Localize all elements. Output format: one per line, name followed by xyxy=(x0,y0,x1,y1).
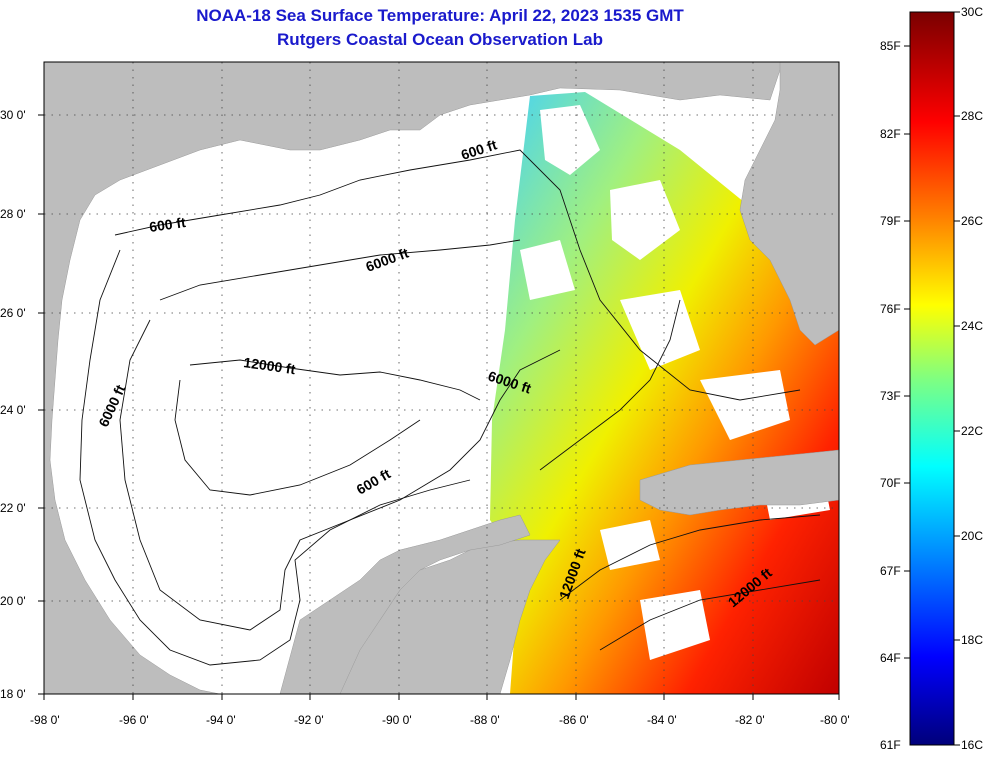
lat-label: 28 0' xyxy=(0,207,26,221)
lon-label: -98 0' xyxy=(30,713,60,727)
lon-label: -96 0' xyxy=(119,713,149,727)
map-title: NOAA-18 Sea Surface Temperature: April 2… xyxy=(196,6,684,25)
cb-c-label: 24C xyxy=(961,319,983,333)
lon-label: -82 0' xyxy=(735,713,765,727)
graticule xyxy=(44,62,839,694)
lon-label: -84 0' xyxy=(647,713,677,727)
land xyxy=(44,62,839,694)
cloud-cover xyxy=(520,105,830,660)
lon-label: -86 0' xyxy=(559,713,589,727)
colorbar xyxy=(909,11,955,746)
cb-c-label: 28C xyxy=(961,109,983,123)
cb-c-label: 20C xyxy=(961,529,983,543)
cb-c-label: 30C xyxy=(961,5,983,19)
lon-label: -90 0' xyxy=(382,713,412,727)
lon-label: -80 0' xyxy=(820,713,850,727)
lat-label: 26 0' xyxy=(0,306,26,320)
cb-f-label: 73F xyxy=(880,389,901,403)
lat-label: 22 0' xyxy=(0,501,26,515)
lat-label: 18 0' xyxy=(0,687,26,701)
cb-f-label: 79F xyxy=(880,214,901,228)
lat-label: 20 0' xyxy=(0,594,26,608)
lat-label: 30 0' xyxy=(0,108,26,122)
cb-f-label: 61F xyxy=(880,738,901,752)
bathymetry-contours xyxy=(79,149,821,666)
cb-f-label: 82F xyxy=(880,127,901,141)
cb-f-label: 70F xyxy=(880,476,901,490)
map-subtitle: Rutgers Coastal Ocean Observation Lab xyxy=(277,30,603,49)
cb-c-label: 22C xyxy=(961,424,983,438)
contour-label-600ft: 600 ft xyxy=(148,214,187,235)
axis-ticks xyxy=(38,114,840,700)
cb-f-label: 64F xyxy=(880,651,901,665)
cb-f-label: 85F xyxy=(880,39,901,53)
lat-label: 24 0' xyxy=(0,403,26,417)
cb-c-label: 16C xyxy=(961,738,983,752)
colorbar-celsius-labels: 30C 28C 26C 24C 22C 20C 18C 16C xyxy=(961,5,983,752)
cb-c-label: 26C xyxy=(961,214,983,228)
lon-label: -94 0' xyxy=(206,713,236,727)
cb-f-label: 76F xyxy=(880,302,901,316)
cb-f-label: 67F xyxy=(880,564,901,578)
lon-label: -88 0' xyxy=(470,713,500,727)
longitude-labels: -98 0' -96 0' -94 0' -92 0' -90 0' -88 0… xyxy=(30,713,850,727)
colorbar-ticks xyxy=(904,11,960,746)
cb-c-label: 18C xyxy=(961,633,983,647)
contour-label-12000ft: 12000 ft xyxy=(243,354,297,377)
lon-label: -92 0' xyxy=(294,713,324,727)
latitude-labels: 30 0' 28 0' 26 0' 24 0' 22 0' 20 0' 18 0… xyxy=(0,108,26,701)
colorbar-fahrenheit-labels: 85F 82F 79F 76F 73F 70F 67F 64F 61F xyxy=(880,39,901,752)
plot-frame xyxy=(43,61,840,695)
